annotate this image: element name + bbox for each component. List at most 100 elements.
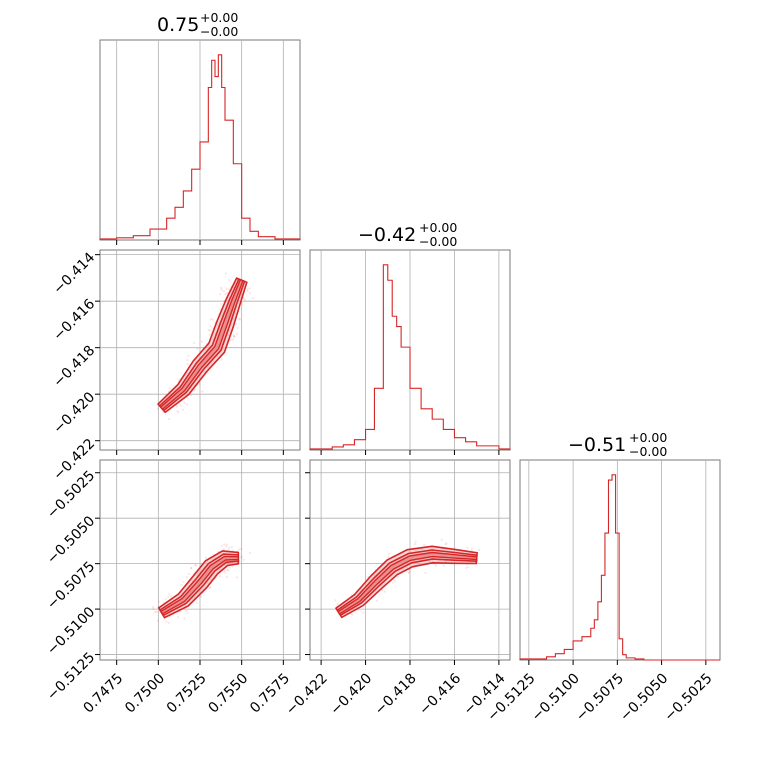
scatter-point <box>179 404 182 407</box>
scatter-point <box>190 567 193 570</box>
scatter-point <box>414 540 417 543</box>
scatter-point <box>224 272 227 275</box>
histogram-bin <box>432 419 443 450</box>
scatter-point <box>225 543 228 546</box>
histogram-bin <box>392 316 396 450</box>
scatter-point <box>440 538 443 541</box>
scatter-point <box>225 575 229 578</box>
scatter-point <box>169 595 173 598</box>
scatter-point <box>413 543 417 546</box>
scatter-point <box>242 558 245 561</box>
scatter-point <box>392 581 395 584</box>
y-tick-label-param-2: −0.418 <box>50 343 98 391</box>
y-tick-label-param-2: −0.420 <box>50 389 98 437</box>
histogram-bin <box>366 429 375 450</box>
scatter-point <box>167 596 170 599</box>
scatter-point <box>393 579 397 582</box>
scatter-point <box>190 566 193 570</box>
scatter-point <box>154 610 157 613</box>
scatter-point <box>423 543 426 546</box>
scatter-point <box>223 569 226 572</box>
scatter-point <box>424 571 427 574</box>
scatter-point <box>189 393 193 397</box>
scatter-point <box>361 611 365 614</box>
y-tick-label-param-3: −0.5025 <box>44 468 98 522</box>
scatter-point <box>219 286 223 290</box>
scatter-point <box>230 545 233 549</box>
histogram-bin <box>242 218 250 240</box>
histogram-bin <box>582 637 591 660</box>
scatter-point <box>155 610 158 614</box>
scatter-point <box>442 564 445 567</box>
histogram-bin <box>354 440 365 450</box>
histogram-bin <box>443 429 454 450</box>
histogram-bin <box>564 649 573 660</box>
scatter-point <box>445 542 448 545</box>
scatter-point <box>211 327 214 330</box>
scatter-point <box>195 564 198 567</box>
scatter-point <box>231 338 235 341</box>
histogram-bin <box>175 207 183 240</box>
histogram-step-line <box>519 474 720 661</box>
x-tick-label-param-2: −0.416 <box>416 670 464 718</box>
scatter-point <box>211 318 215 321</box>
scatter-point <box>248 552 252 555</box>
histogram-bin <box>150 229 167 240</box>
x-tick-label-param-1: 0.7475 <box>80 670 126 716</box>
x-tick-label-param-1: 0.7500 <box>122 670 168 716</box>
scatter-point <box>193 341 196 344</box>
histogram-bin <box>466 442 477 450</box>
x-tick-label-param-1: 0.7525 <box>164 670 210 716</box>
scatter-point <box>465 566 468 570</box>
y-tick-label-param-3: −0.5100 <box>44 604 98 658</box>
scatter-point <box>167 621 170 624</box>
contour-inner <box>160 555 239 615</box>
scatter-point <box>248 287 251 290</box>
scatter-point <box>246 287 249 291</box>
scatter-point <box>222 548 225 551</box>
scatter-point <box>396 575 399 579</box>
y-tick-label-param-2: −0.416 <box>50 296 98 344</box>
panel-contents <box>156 272 255 421</box>
histogram-bin <box>343 445 354 450</box>
scatter-point <box>186 403 189 406</box>
scatter-point <box>246 289 249 293</box>
scatter-point <box>223 571 226 574</box>
scatter-point <box>231 565 234 568</box>
scatter-point <box>156 619 160 622</box>
scatter-point <box>224 293 227 296</box>
scatter-point <box>336 602 339 606</box>
scatter-point <box>175 405 178 408</box>
y-tick-label-param-3: −0.5050 <box>44 513 98 567</box>
title-param-1-value: 0.75 <box>157 14 199 36</box>
scatter-point <box>466 546 469 549</box>
scatter-point <box>185 576 189 579</box>
title-param-3-plus: +0.00 <box>629 430 667 445</box>
scatter-point <box>198 382 201 386</box>
histogram-bin <box>215 77 218 240</box>
scatter-point <box>228 566 231 569</box>
scatter-point <box>228 546 231 550</box>
histogram-bin <box>388 280 392 450</box>
scatter-point <box>176 409 179 413</box>
scatter-point <box>444 543 447 546</box>
scatter-point <box>477 548 481 552</box>
scatter-point <box>157 600 161 603</box>
scatter-point <box>182 580 185 584</box>
scatter-point <box>181 408 185 411</box>
scatter-point <box>470 547 473 550</box>
scatter-point <box>383 590 386 593</box>
scatter-point <box>232 334 235 337</box>
scatter-point <box>220 358 223 361</box>
scatter-point <box>234 322 237 326</box>
panel-frame <box>519 459 721 661</box>
histogram-bin <box>421 409 432 450</box>
scatter-point <box>204 556 208 559</box>
scatter-point <box>240 556 243 559</box>
scatter-point <box>208 333 211 336</box>
scatter-point <box>180 583 183 587</box>
scatter-point <box>196 601 199 605</box>
scatter-point <box>238 548 241 551</box>
scatter-point <box>242 297 246 300</box>
panel-contents <box>334 538 481 619</box>
